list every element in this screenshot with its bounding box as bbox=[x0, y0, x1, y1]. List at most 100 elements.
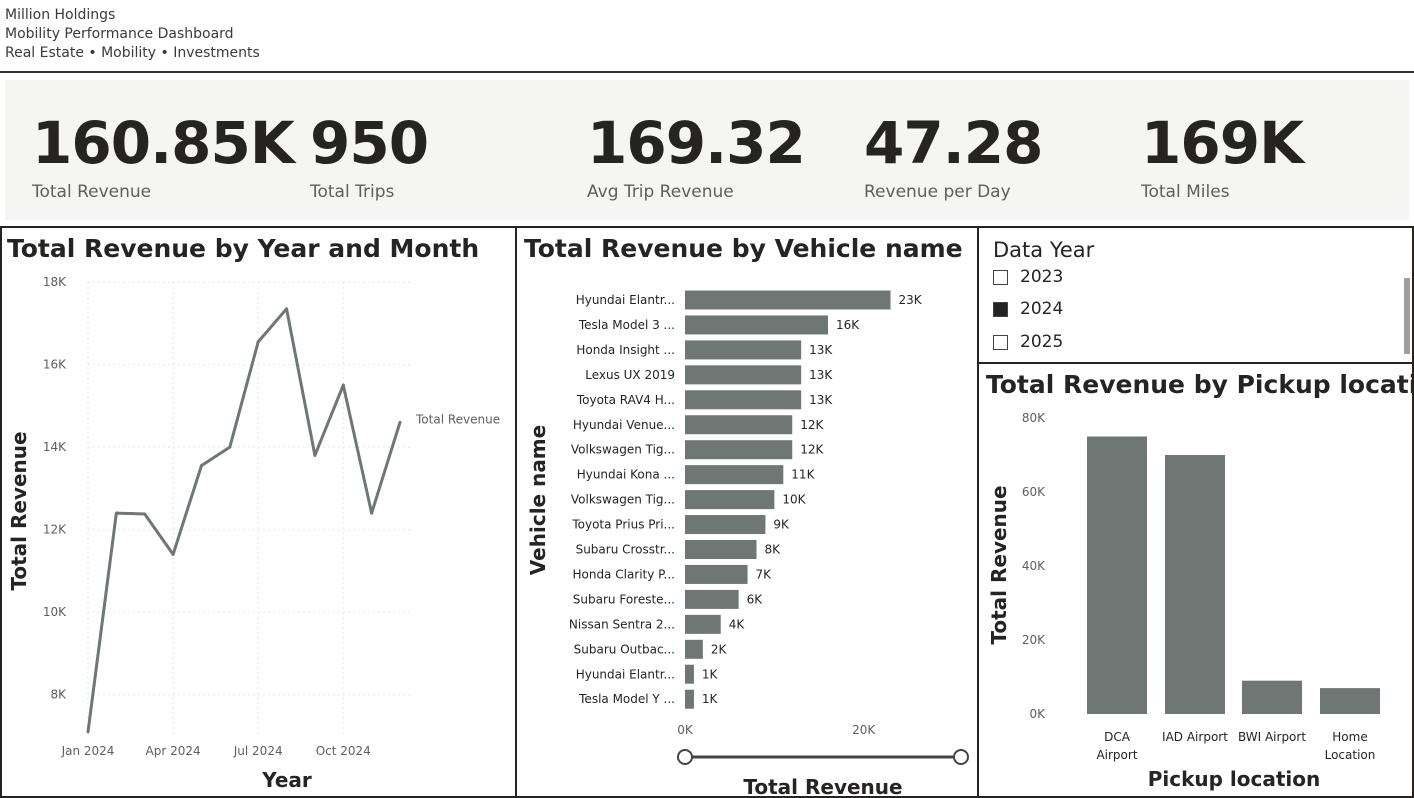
checkbox-2025[interactable] bbox=[993, 334, 1008, 350]
data-point bbox=[313, 453, 317, 457]
vehicle-chart-panel: Total Revenue by Vehicle name Hyundai El… bbox=[515, 226, 979, 798]
vehicle-bar bbox=[685, 564, 748, 584]
vehicle-bar bbox=[685, 689, 694, 709]
data-label: 13K bbox=[809, 393, 833, 407]
vehicle-bar bbox=[685, 589, 739, 609]
category-label: Tesla Model Y ... bbox=[578, 692, 675, 706]
kpi-value: 47.28 bbox=[864, 109, 1043, 177]
data-point bbox=[398, 420, 402, 424]
checkbox-2024[interactable] bbox=[993, 301, 1008, 317]
data-label: 12K bbox=[800, 418, 824, 432]
data-point bbox=[143, 512, 147, 516]
y-tick-label: 60K bbox=[1022, 485, 1046, 499]
data-point bbox=[171, 552, 175, 556]
kpi-band: 160.85K Total Revenue 950 Total Trips 16… bbox=[5, 80, 1409, 220]
kpi-value: 950 bbox=[310, 109, 429, 177]
kpi-value: 169K bbox=[1141, 109, 1304, 177]
category-label: Hyundai Kona ... bbox=[577, 468, 675, 482]
y-tick-label: 10K bbox=[43, 605, 67, 619]
line-chart[interactable]: 8K 10K 12K 14K 16K 18K Jan 2024 Apr 2024 Jul 202… bbox=[2, 228, 515, 796]
category-label: Tesla Model 3 ... bbox=[578, 318, 675, 332]
category-label: Hyundai Elantr... bbox=[576, 293, 675, 307]
category-label: Location bbox=[1325, 748, 1376, 762]
pickup-bar-chart[interactable]: 0K 20K 40K 60K 80K DCA Airport IAD Airport BWI A… bbox=[979, 364, 1412, 796]
x-tick-label: 20K bbox=[852, 723, 876, 737]
category-label: Honda Insight ... bbox=[576, 343, 675, 357]
data-label: 2K bbox=[711, 642, 728, 656]
vehicle-bar bbox=[685, 490, 775, 510]
vehicle-bar-chart[interactable]: Hyundai Elantr... 23K Tesla Model 3 ... 16K… bbox=[517, 228, 977, 796]
vehicle-bar bbox=[685, 315, 828, 335]
kpi-avg-trip-revenue: 169.32 Avg Trip Revenue bbox=[587, 109, 806, 202]
kpi-label: Total Miles bbox=[1141, 182, 1230, 202]
y-axis-title: Total Revenue bbox=[7, 431, 31, 590]
x-axis-title: Year bbox=[261, 768, 312, 792]
vehicle-bar bbox=[685, 639, 703, 659]
category-label: Lexus UX 2019 bbox=[585, 368, 675, 382]
kpi-label: Total Revenue bbox=[32, 182, 152, 202]
data-label: 23K bbox=[899, 293, 923, 307]
category-label: Subaru Crosstr... bbox=[576, 543, 675, 557]
series-label: Total Revenue bbox=[415, 412, 500, 426]
slicer-option-2024[interactable]: 2024 bbox=[993, 299, 1063, 319]
kpi-total-miles: 169K Total Miles bbox=[1141, 109, 1304, 202]
data-label: 13K bbox=[809, 343, 833, 357]
category-label: Volkswagen Tig... bbox=[571, 443, 675, 457]
category-label: BWI Airport bbox=[1238, 730, 1306, 744]
data-label: 9K bbox=[773, 518, 790, 532]
kpi-label: Total Trips bbox=[310, 182, 395, 202]
vehicle-bar bbox=[685, 664, 694, 684]
line-chart-panel: Total Revenue by Year and Month 8K 10K 12K… bbox=[0, 226, 517, 798]
pickup-chart-title: Total Revenue by Pickup location bbox=[986, 370, 1414, 399]
y-tick-label: 40K bbox=[1022, 559, 1046, 573]
data-point bbox=[285, 307, 289, 311]
y-tick-label: 80K bbox=[1022, 411, 1046, 425]
data-point bbox=[114, 511, 118, 515]
data-point bbox=[86, 730, 90, 734]
data-label: 13K bbox=[809, 368, 833, 382]
y-axis-title: Vehicle name bbox=[526, 425, 550, 575]
y-tick-label: 18K bbox=[43, 275, 67, 289]
vehicle-bar bbox=[685, 290, 891, 310]
y-tick-label: 12K bbox=[43, 523, 67, 537]
header-divider bbox=[0, 71, 1414, 73]
x-axis-title: Total Revenue bbox=[743, 775, 902, 796]
report-header: Million Holdings Mobility Performance Da… bbox=[5, 6, 260, 63]
data-label: 7K bbox=[756, 567, 773, 581]
slicer-option-2025[interactable]: 2025 bbox=[993, 332, 1063, 352]
data-label: 12K bbox=[800, 443, 824, 457]
x-tick-label: Apr 2024 bbox=[146, 744, 201, 758]
y-tick-label: 16K bbox=[43, 358, 67, 372]
kpi-total-trips: 950 Total Trips bbox=[310, 109, 429, 202]
category-label: IAD Airport bbox=[1162, 730, 1228, 744]
kpi-value: 160.85K bbox=[32, 109, 295, 177]
category-label: DCA bbox=[1104, 730, 1131, 744]
kpi-value: 169.32 bbox=[587, 109, 806, 177]
vehicle-bar bbox=[685, 365, 802, 385]
slicer-scrollbar[interactable] bbox=[1404, 278, 1410, 354]
kpi-revenue-per-day: 47.28 Revenue per Day bbox=[864, 109, 1043, 202]
location-bar bbox=[1087, 436, 1147, 714]
category-label: Home bbox=[1332, 730, 1367, 744]
category-label: Hyundai Elantr... bbox=[576, 667, 675, 681]
y-tick-label: 14K bbox=[43, 440, 67, 454]
vehicle-bar bbox=[685, 540, 757, 559]
pickup-chart-panel: Total Revenue by Pickup location 0K 20K 40… bbox=[977, 362, 1414, 798]
vehicle-bar bbox=[685, 415, 793, 435]
data-label: 4K bbox=[729, 617, 746, 631]
data-point bbox=[370, 511, 374, 515]
year-slicer-panel: Data Year 2023 2024 2025 bbox=[977, 226, 1414, 365]
vehicle-bar bbox=[685, 390, 802, 410]
category-label: Toyota RAV4 H... bbox=[576, 393, 675, 407]
dashboard-title: Mobility Performance Dashboard bbox=[5, 26, 234, 42]
data-point bbox=[199, 464, 203, 468]
data-label: 1K bbox=[702, 667, 719, 681]
category-label: Nissan Sentra 2... bbox=[569, 617, 675, 631]
checkbox-2023[interactable] bbox=[993, 269, 1008, 285]
location-bar bbox=[1320, 688, 1380, 714]
slicer-option-2023[interactable]: 2023 bbox=[993, 267, 1063, 287]
vehicle-bar bbox=[685, 340, 802, 360]
data-point bbox=[256, 340, 260, 344]
category-label: Hyundai Venue... bbox=[573, 418, 675, 432]
x-tick-label: Jul 2024 bbox=[233, 744, 283, 758]
